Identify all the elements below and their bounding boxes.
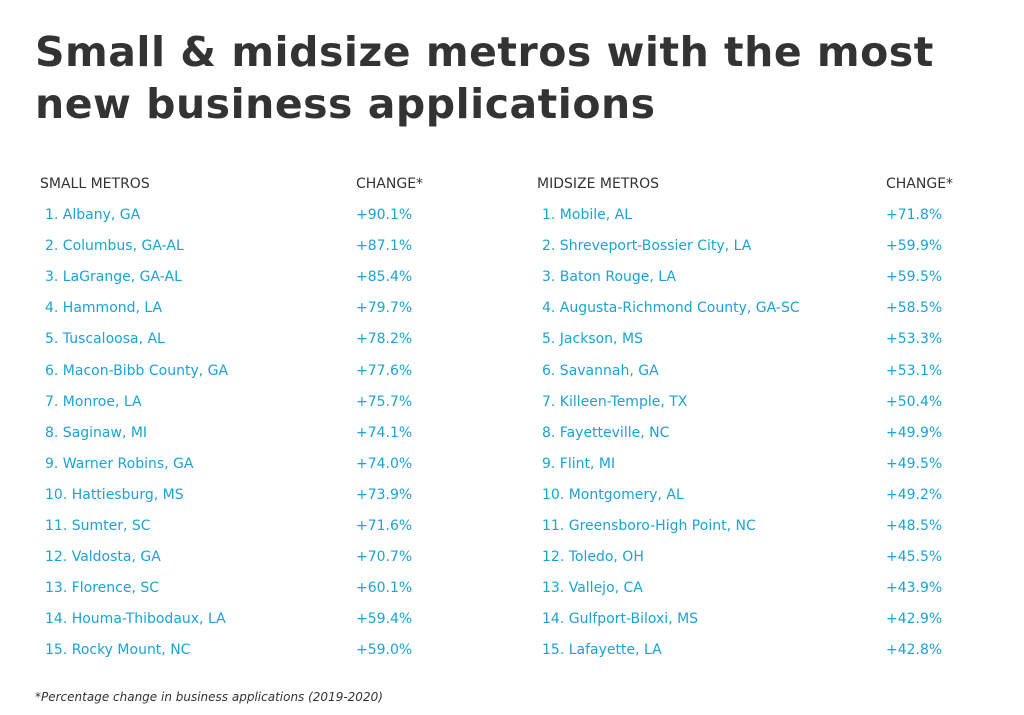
metro-name: 5. Tuscaloosa, AL [45, 331, 165, 348]
change-value: +74.0% [356, 455, 413, 472]
change-value: +53.1% [886, 362, 943, 379]
change-value: +75.7% [356, 393, 413, 410]
metro-name: 12. Toledo, OH [542, 549, 644, 566]
metro-name: 3. Baton Rouge, LA [542, 269, 677, 286]
footnote: *Percentage change in business applicati… [35, 690, 383, 704]
metro-name: 13. Florence, SC [45, 580, 160, 597]
metro-name: 10. Montgomery, AL [542, 486, 684, 503]
metro-name: 7. Monroe, LA [45, 393, 142, 410]
title: Small & midsize metros with the most new… [35, 28, 934, 128]
change-value: +73.9% [356, 486, 413, 503]
change-value: +60.1% [356, 580, 413, 597]
change-value: +78.2% [356, 331, 413, 348]
change-value: +85.4% [356, 269, 413, 286]
metro-name: 10. Hattiesburg, MS [45, 486, 184, 503]
change-value: +53.3% [886, 331, 943, 348]
metro-name: 15. Lafayette, LA [542, 642, 662, 659]
change-value: +48.5% [886, 518, 943, 534]
metro-name: 9. Flint, MI [542, 455, 616, 472]
metro-name: 3. LaGrange, GA-AL [45, 269, 182, 286]
column-header: CHANGE* [356, 176, 424, 192]
metro-name: 11. Sumter, SC [45, 518, 151, 534]
metro-name: 15. Rocky Mount, NC [45, 642, 191, 659]
change-value: +71.8% [886, 207, 943, 223]
metro-name: 8. Fayetteville, NC [542, 424, 670, 441]
change-value: +59.0% [356, 642, 413, 659]
column-header: MIDSIZE METROS [537, 176, 660, 192]
change-value: +59.9% [886, 238, 943, 255]
metro-name: 12. Valdosta, GA [45, 549, 161, 566]
change-value: +49.5% [886, 455, 943, 472]
change-value: +87.1% [356, 238, 413, 255]
metro-name: 5. Jackson, MS [542, 331, 643, 348]
change-value: +77.6% [356, 362, 413, 379]
change-value: +45.5% [886, 549, 943, 566]
change-value: +50.4% [886, 393, 943, 410]
metro-name: 2. Columbus, GA-AL [45, 238, 184, 255]
metro-name: 2. Shreveport-Bossier City, LA [542, 238, 752, 255]
metro-name: 8. Saginaw, MI [45, 424, 148, 441]
change-value: +79.7% [356, 300, 413, 317]
metro-name: 13. Vallejo, CA [542, 580, 643, 597]
change-value: +71.6% [356, 518, 413, 534]
column-header: CHANGE* [886, 176, 954, 192]
metro-name: 9. Warner Robins, GA [45, 455, 194, 472]
change-value: +90.1% [356, 207, 413, 223]
metro-name: 4. Hammond, LA [45, 300, 163, 317]
change-value: +42.9% [886, 611, 943, 628]
change-value: +43.9% [886, 580, 943, 597]
metro-name: 6. Savannah, GA [542, 362, 659, 379]
metro-name: 11. Greensboro-High Point, NC [542, 518, 756, 534]
metro-name: 1. Mobile, AL [542, 207, 633, 223]
change-value: +49.2% [886, 486, 943, 503]
metro-name: 7. Killeen-Temple, TX [542, 393, 688, 410]
change-value: +58.5% [886, 300, 943, 317]
change-value: +59.4% [356, 611, 413, 628]
change-value: +74.1% [356, 424, 413, 441]
metro-name: 14. Houma-Thibodaux, LA [45, 611, 226, 628]
metro-name: 4. Augusta-Richmond County, GA-SC [542, 300, 800, 317]
column-header: SMALL METROS [40, 176, 150, 192]
metro-name: 6. Macon-Bibb County, GA [45, 362, 229, 379]
metro-name: 14. Gulfport-Biloxi, MS [542, 611, 699, 628]
change-value: +42.8% [886, 642, 943, 659]
change-value: +59.5% [886, 269, 943, 286]
change-value: +70.7% [356, 549, 413, 566]
metro-name: 1. Albany, GA [45, 207, 141, 223]
change-value: +49.9% [886, 424, 943, 441]
